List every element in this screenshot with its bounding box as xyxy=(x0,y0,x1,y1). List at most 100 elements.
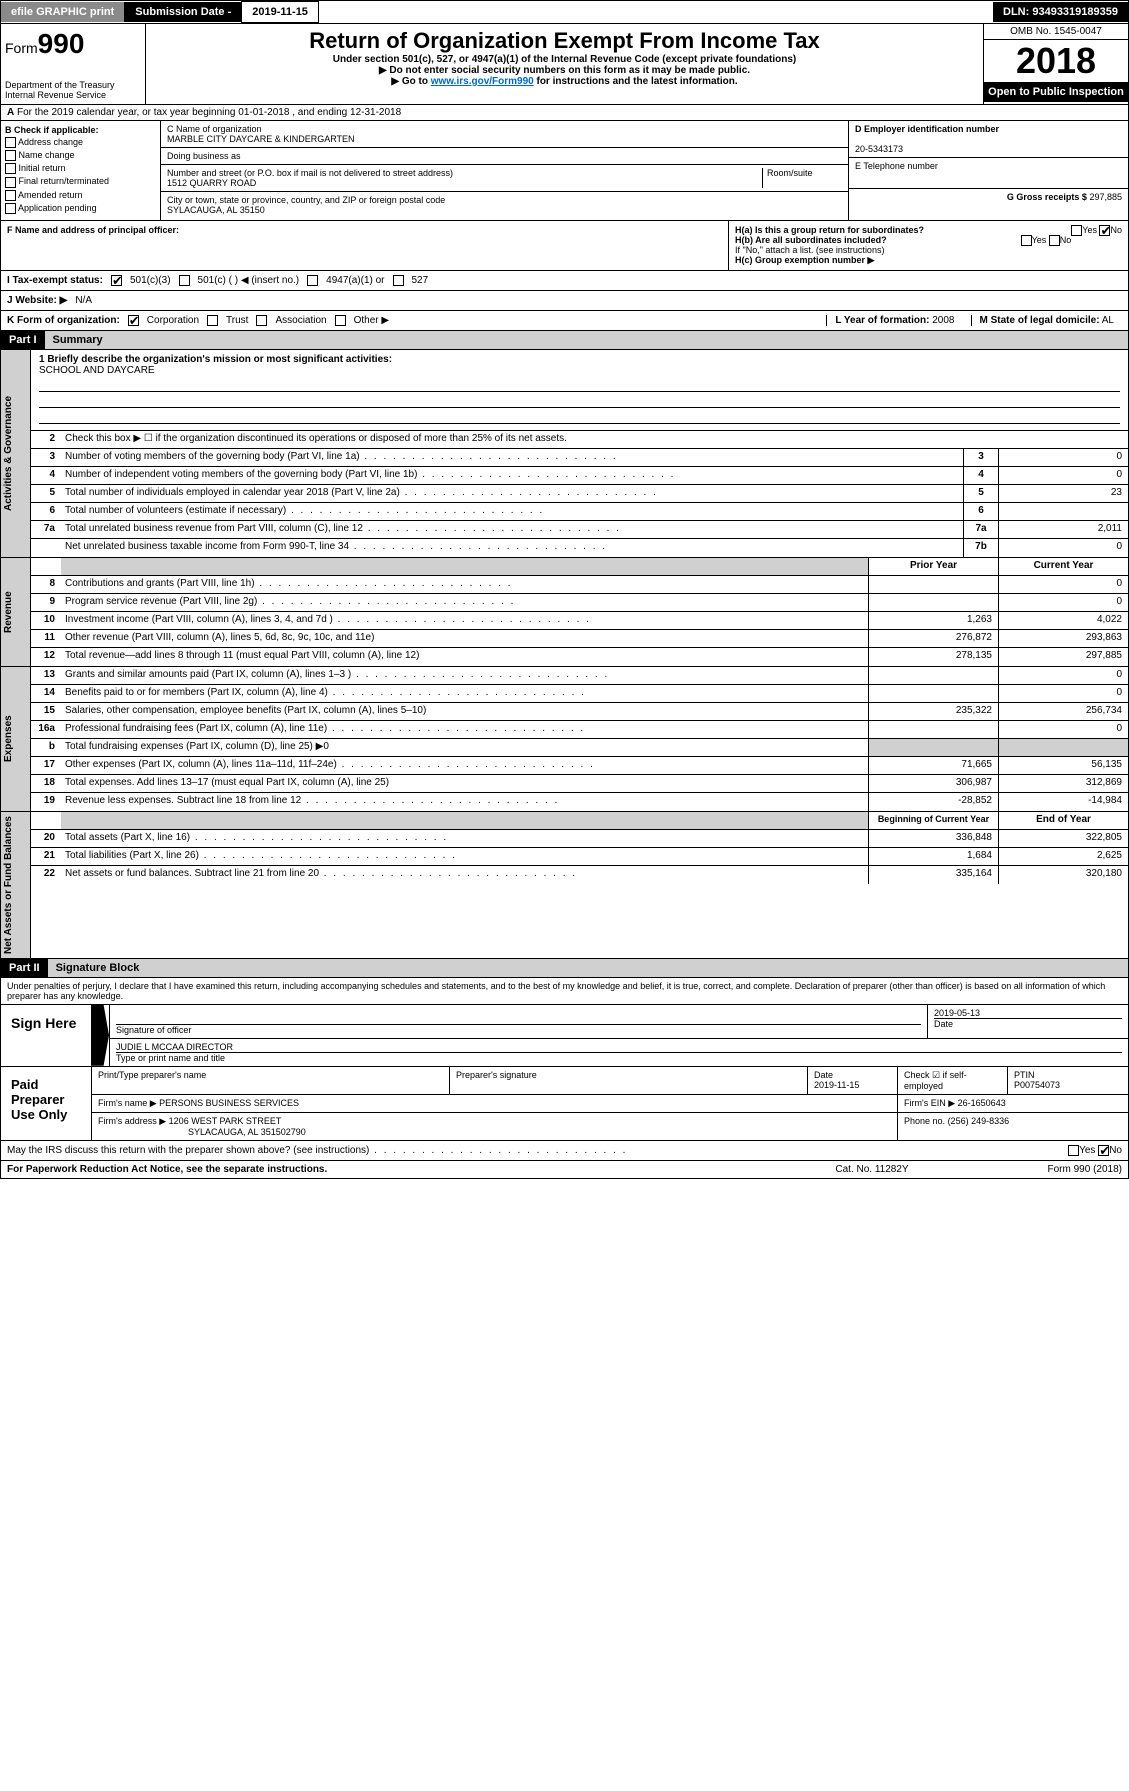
firm-name: PERSONS BUSINESS SERVICES xyxy=(159,1098,299,1108)
submission-date-value: 2019-11-15 xyxy=(241,1,319,23)
final-return-checkbox[interactable] xyxy=(5,177,16,188)
subtitle-3: ▶ Go to www.irs.gov/Form990 for instruct… xyxy=(150,76,979,87)
paperwork-notice: For Paperwork Reduction Act Notice, see … xyxy=(7,1164,772,1175)
subtitle-2: ▶ Do not enter social security numbers o… xyxy=(150,65,979,76)
instructions-link[interactable]: www.irs.gov/Form990 xyxy=(431,76,534,87)
open-to-public: Open to Public Inspection xyxy=(984,82,1128,102)
line-7b: Net unrelated business taxable income fr… xyxy=(61,539,963,557)
address-change-checkbox[interactable] xyxy=(5,137,16,148)
address-label: Number and street (or P.O. box if mail i… xyxy=(167,168,762,178)
governance-section: Activities & Governance 1 Briefly descri… xyxy=(0,350,1129,558)
dba-label: Doing business as xyxy=(167,151,842,161)
net-assets-section: Net Assets or Fund Balances Beginning of… xyxy=(0,812,1129,959)
dln-value: DLN: 93493319189359 xyxy=(993,2,1128,22)
net-assets-label: Net Assets or Fund Balances xyxy=(1,812,31,958)
line-15: Salaries, other compensation, employee b… xyxy=(61,703,868,720)
ha-yes-checkbox[interactable] xyxy=(1071,225,1082,236)
part-ii-header: Part II Signature Block xyxy=(0,959,1129,978)
hb-no-checkbox[interactable] xyxy=(1049,235,1060,246)
sign-date-label: Date xyxy=(934,1018,1122,1029)
catalog-number: Cat. No. 11282Y xyxy=(772,1164,972,1175)
state-domicile: AL xyxy=(1102,315,1114,326)
tax-year: 2018 xyxy=(984,40,1128,82)
line-14: Benefits paid to or for members (Part IX… xyxy=(61,685,868,702)
assoc-checkbox[interactable] xyxy=(256,315,267,326)
form-header: Form990 Department of the Treasury Inter… xyxy=(0,24,1129,105)
line-8: Contributions and grants (Part VIII, lin… xyxy=(61,576,868,593)
ptin-value: P00754073 xyxy=(1014,1080,1060,1090)
sign-here-label: Sign Here xyxy=(1,1005,91,1066)
line-17: Other expenses (Part IX, column (A), lin… xyxy=(61,757,868,774)
line-3: Number of voting members of the governin… xyxy=(61,449,963,466)
room-suite-label: Room/suite xyxy=(762,168,842,188)
org-name-label: C Name of organization xyxy=(167,124,842,134)
line-11: Other revenue (Part VIII, column (A), li… xyxy=(61,630,868,647)
mission-text: SCHOOL AND DAYCARE xyxy=(39,365,155,376)
org-name-value: MARBLE CITY DAYCARE & KINDERGARTEN xyxy=(167,134,842,144)
line-16b: Total fundraising expenses (Part IX, col… xyxy=(61,739,868,756)
address-value: 1512 QUARRY ROAD xyxy=(167,178,762,188)
gross-receipts-value: 297,885 xyxy=(1089,192,1122,202)
sign-here-block: Sign Here Signature of officer 2019-05-1… xyxy=(0,1005,1129,1067)
efile-print-button[interactable]: efile GRAPHIC print xyxy=(1,2,125,22)
trust-checkbox[interactable] xyxy=(207,315,218,326)
omb-number: OMB No. 1545-0047 xyxy=(984,24,1128,40)
line-21: Total liabilities (Part X, line 26) xyxy=(61,848,868,865)
line-12: Total revenue—add lines 8 through 11 (mu… xyxy=(61,648,868,666)
line-13: Grants and similar amounts paid (Part IX… xyxy=(61,667,868,684)
h-b-note: If "No," attach a list. (see instruction… xyxy=(735,245,1122,255)
perjury-declaration: Under penalties of perjury, I declare th… xyxy=(0,978,1129,1005)
website-value: N/A xyxy=(75,295,92,306)
city-value: SYLACAUGA, AL 35150 xyxy=(167,205,842,215)
corp-checkbox[interactable] xyxy=(128,315,139,326)
application-pending-checkbox[interactable] xyxy=(5,203,16,214)
ein-value: 20-5343173 xyxy=(855,144,903,154)
revenue-label: Revenue xyxy=(1,558,31,666)
line-22: Net assets or fund balances. Subtract li… xyxy=(61,866,868,884)
revenue-section: Revenue Prior YearCurrent Year 8Contribu… xyxy=(0,558,1129,667)
line-19: Revenue less expenses. Subtract line 18 … xyxy=(61,793,868,811)
h-c: H(c) Group exemption number ▶ xyxy=(735,255,1122,266)
amended-return-checkbox[interactable] xyxy=(5,190,16,201)
top-bar: efile GRAPHIC print Submission Date - 20… xyxy=(0,0,1129,24)
4947-checkbox[interactable] xyxy=(307,275,318,286)
other-checkbox[interactable] xyxy=(335,315,346,326)
name-change-checkbox[interactable] xyxy=(5,150,16,161)
h-b: H(b) Are all subordinates included? Yes … xyxy=(735,235,1122,245)
expenses-section: Expenses 13Grants and similar amounts pa… xyxy=(0,667,1129,812)
ha-no-checkbox[interactable] xyxy=(1099,225,1110,236)
line-9: Program service revenue (Part VIII, line… xyxy=(61,594,868,611)
firm-phone: (256) 249-8336 xyxy=(948,1116,1010,1126)
officer-name: JUDIE L MCCAA DIRECTOR xyxy=(116,1042,1122,1052)
discuss-yes-checkbox[interactable] xyxy=(1068,1145,1079,1156)
preparer-name-header: Print/Type preparer's name xyxy=(92,1067,450,1094)
hb-yes-checkbox[interactable] xyxy=(1021,235,1032,246)
discuss-no-checkbox[interactable] xyxy=(1098,1145,1109,1156)
current-year-header: Current Year xyxy=(998,558,1128,575)
form-number: Form990 xyxy=(5,28,141,60)
ein-label: D Employer identification number xyxy=(855,124,999,134)
line-6: Total number of volunteers (estimate if … xyxy=(61,503,963,520)
row-i-tax-status: I Tax-exempt status: 501(c)(3) 501(c) ( … xyxy=(0,271,1129,291)
form-version: Form 990 (2018) xyxy=(972,1164,1122,1175)
form-title: Return of Organization Exempt From Incom… xyxy=(150,28,979,54)
line-20: Total assets (Part X, line 16) xyxy=(61,830,868,847)
sign-date-value: 2019-05-13 xyxy=(934,1008,1122,1018)
arrow-icon xyxy=(91,1005,109,1066)
501c-checkbox[interactable] xyxy=(179,275,190,286)
paid-preparer-block: Paid Preparer Use Only Print/Type prepar… xyxy=(0,1067,1129,1141)
h-a: H(a) Is this a group return for subordin… xyxy=(735,225,1122,235)
dept-treasury: Department of the Treasury Internal Reve… xyxy=(5,80,141,100)
501c3-checkbox[interactable] xyxy=(111,275,122,286)
line-7a: Total unrelated business revenue from Pa… xyxy=(61,521,963,538)
expenses-label: Expenses xyxy=(1,667,31,811)
527-checkbox[interactable] xyxy=(393,275,404,286)
preparer-date: 2019-11-15 xyxy=(814,1080,859,1090)
initial-return-checkbox[interactable] xyxy=(5,163,16,174)
firm-ein: 26-1650643 xyxy=(958,1098,1006,1108)
firm-address: 1206 WEST PARK STREET xyxy=(169,1116,282,1126)
line-5: Total number of individuals employed in … xyxy=(61,485,963,502)
officer-group-block: F Name and address of principal officer:… xyxy=(0,221,1129,271)
end-year-header: End of Year xyxy=(998,812,1128,829)
section-a-tax-year: A For the 2019 calendar year, or tax yea… xyxy=(0,105,1129,121)
